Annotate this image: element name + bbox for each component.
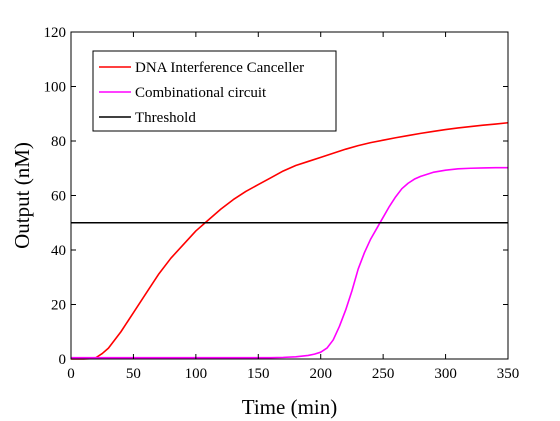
x-tick-label: 250 [372,366,395,382]
y-tick-label: 0 [59,352,67,368]
y-tick-label: 80 [51,134,66,150]
x-tick-label: 50 [126,366,141,382]
legend-label-threshold: Threshold [135,110,196,126]
x-tick-label: 350 [497,366,520,382]
x-tick-label: 100 [185,366,208,382]
x-axis-title: Time (min) [242,395,337,419]
legend-label-dna-interference-canceller: DNA Interference Canceller [135,60,304,76]
x-tick-label: 200 [309,366,332,382]
legend-label-combinational-circuit: Combinational circuit [135,85,267,101]
y-axis-title: Output (nM) [10,142,34,249]
legend: DNA Interference Canceller Combinational… [92,50,337,132]
x-tick-label: 300 [434,366,457,382]
plot-frame [70,31,509,360]
y-tick-label: 100 [44,80,67,96]
y-tick-label: 20 [51,298,66,314]
legend-box [92,50,337,132]
series-layer [71,121,509,360]
y-tick-label: 60 [51,189,66,205]
y-tick-label: 40 [51,243,66,259]
x-tick-label: 150 [247,366,270,382]
series-line-dna-interference-canceller [71,121,509,360]
y-tick-label: 120 [44,25,67,41]
x-tick-label: 0 [67,366,75,382]
tick-layer: 0 50 100 150 200 250 300 350 0 20 40 60 80 100 120 [44,25,520,382]
series-line-combinational-circuit [71,166,508,359]
